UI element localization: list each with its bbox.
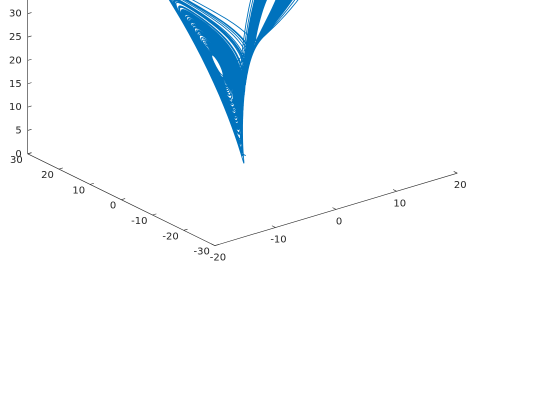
y-tick-mark	[90, 182, 95, 185]
z-tick-label: 0	[15, 149, 21, 160]
y-tick-label: -10	[131, 216, 147, 227]
x-tick-label: 0	[336, 216, 342, 227]
z-tick-mark	[27, 58, 32, 61]
z-tick-mark	[27, 12, 32, 14]
plot-area	[168, 0, 299, 164]
z-tick-mark	[27, 35, 32, 38]
axes-3d: -20-1001020-30-20-1001020300510152025303…	[9, 0, 467, 264]
x-tick-mark	[332, 207, 337, 210]
x-tick-mark	[392, 189, 397, 192]
z-tick-mark	[27, 82, 32, 85]
z-tick-label: 25	[9, 32, 22, 43]
z-tick-label: 5	[15, 125, 21, 136]
x-tick-label: -20	[210, 253, 226, 264]
y-tick-label: 10	[72, 185, 85, 196]
y-tick-label: -30	[194, 247, 210, 258]
z-tick-mark	[27, 105, 32, 108]
x-tick-mark	[271, 225, 276, 228]
z-tick-mark	[27, 129, 32, 131]
y-tick-label: 20	[41, 170, 54, 181]
z-tick-mark	[27, 152, 32, 155]
y-tick-mark	[58, 167, 63, 170]
y-tick-label: 30	[10, 155, 23, 166]
y-tick-label: -20	[162, 231, 178, 242]
series-line	[168, 0, 299, 164]
x-tick-label: 20	[454, 180, 467, 191]
y-tick-mark	[152, 213, 157, 216]
y-tick-label: 0	[110, 201, 116, 212]
y-tick-mark	[214, 244, 219, 246]
x-tick-label: 10	[393, 198, 406, 209]
x-tick-mark	[453, 171, 458, 174]
z-tick-label: 30	[9, 9, 22, 20]
y-tick-mark	[183, 228, 188, 231]
x-tick-label: -10	[270, 235, 286, 246]
z-tick-label: 15	[9, 79, 22, 90]
z-tick-label: 10	[9, 102, 22, 113]
z-tick-label: 20	[9, 55, 22, 66]
y-tick-mark	[121, 198, 126, 200]
